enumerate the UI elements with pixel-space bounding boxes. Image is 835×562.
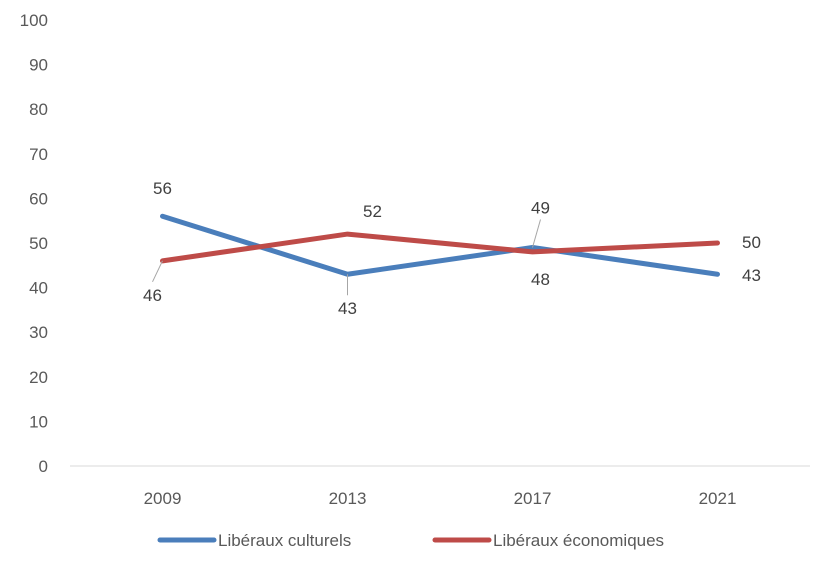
- data-label: 52: [363, 202, 382, 221]
- series-layer: [160, 213, 720, 277]
- y-tick-label: 50: [29, 234, 48, 253]
- y-tick-label: 60: [29, 189, 48, 208]
- y-tick-label: 20: [29, 368, 48, 387]
- y-tick-label: 0: [39, 457, 48, 476]
- x-tick-label: 2021: [699, 489, 737, 508]
- legend: Libéraux culturels Libéraux économiques: [157, 531, 664, 550]
- series-line-2: [160, 231, 720, 264]
- legend-label-1: Libéraux culturels: [218, 531, 351, 550]
- y-tick-label: 90: [29, 56, 48, 75]
- y-tick-label: 10: [29, 412, 48, 431]
- y-tick-label: 70: [29, 145, 48, 164]
- data-labels: 56 43 49 43 46 52 48 50: [143, 179, 761, 318]
- y-axis: 0 10 20 30 40 50 60 70 80 90 100: [20, 11, 48, 476]
- data-label: 46: [143, 286, 162, 305]
- leader-line: [532, 219, 541, 248]
- x-tick-label: 2009: [144, 489, 182, 508]
- data-label: 48: [531, 270, 550, 289]
- data-label: 56: [153, 179, 172, 198]
- y-tick-label: 40: [29, 279, 48, 298]
- legend-label-2: Libéraux économiques: [493, 531, 664, 550]
- data-label: 43: [338, 299, 357, 318]
- x-axis: 2009 2013 2017 2021: [70, 465, 810, 508]
- data-label: 43: [742, 266, 761, 285]
- data-label: 50: [742, 233, 761, 252]
- x-tick-label: 2017: [514, 489, 552, 508]
- y-tick-label: 30: [29, 323, 48, 342]
- y-tick-label: 80: [29, 100, 48, 119]
- y-tick-label: 100: [20, 11, 48, 30]
- leader-line: [152, 260, 163, 283]
- data-label: 49: [531, 198, 550, 217]
- x-tick-label: 2013: [329, 489, 367, 508]
